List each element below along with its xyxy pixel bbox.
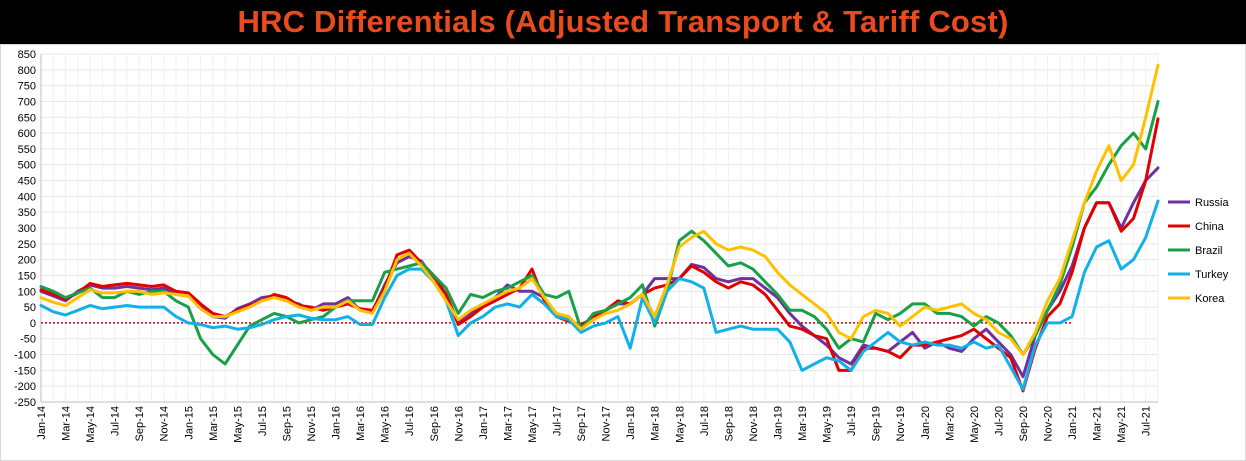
chart-frame — [0, 44, 1246, 461]
x-tick-label: May-15 — [232, 406, 244, 443]
series-line-turkey — [39, 199, 1160, 391]
x-tick-label: Sep-14 — [134, 406, 146, 441]
series-lines — [39, 63, 1160, 393]
y-tick-label: 100 — [18, 286, 36, 298]
x-tick-label: Jul-21 — [1141, 406, 1153, 436]
chart-title: HRC Differentials (Adjusted Transport & … — [237, 4, 1009, 39]
x-tick-label: Nov-17 — [601, 406, 613, 441]
x-tick-label: Jan-16 — [331, 406, 343, 440]
series-line-brazil — [39, 100, 1160, 366]
y-tick-label: -250 — [14, 397, 36, 409]
x-tick-label: Jan-21 — [1067, 406, 1079, 440]
x-tick-label: Mar-18 — [650, 406, 662, 441]
y-tick-label: 650 — [18, 112, 36, 124]
x-tick-label: Mar-15 — [208, 406, 220, 441]
x-tick-label: Nov-16 — [453, 406, 465, 441]
y-tick-label: 50 — [24, 302, 36, 314]
x-tick-label: Nov-14 — [159, 406, 171, 441]
x-tick-label: Nov-20 — [1043, 406, 1055, 441]
y-tick-label: 350 — [18, 207, 36, 219]
y-tick-label: -50 — [20, 334, 36, 346]
x-tick-label: May-14 — [85, 406, 97, 443]
x-tick-label: Mar-19 — [797, 406, 809, 441]
x-tick-label: Nov-19 — [895, 406, 907, 441]
x-tick-label: Jan-17 — [478, 406, 490, 440]
x-tick-label: Sep-16 — [429, 406, 441, 441]
y-tick-label: -200 — [14, 381, 36, 393]
x-tick-label: Mar-20 — [944, 406, 956, 441]
x-tick-label: May-20 — [969, 406, 981, 443]
x-tick-label: Jan-19 — [772, 406, 784, 440]
x-tick-label: Nov-15 — [306, 406, 318, 441]
x-tick-label: Jan-18 — [625, 406, 637, 440]
legend-label-brazil: Brazil — [1195, 245, 1223, 257]
y-tick-label: 0 — [30, 318, 36, 330]
x-tick-label: May-18 — [674, 406, 686, 443]
y-tick-label: 750 — [18, 81, 36, 93]
x-tick-label: Sep-17 — [576, 406, 588, 441]
legend-label-china: China — [1195, 221, 1225, 233]
chart-title-bar: HRC Differentials (Adjusted Transport & … — [0, 0, 1246, 44]
line-chart: -250 -200 -150 -100 -50 0 50 100 150 200 250 300 350… — [0, 44, 1246, 461]
x-tick-label: May-17 — [527, 406, 539, 443]
y-tick-label: 250 — [18, 239, 36, 251]
y-tick-label: -100 — [14, 350, 36, 362]
x-tick-label: Mar-16 — [355, 406, 367, 441]
axes: -250 -200 -150 -100 -50 0 50 100 150 200 250 300 350… — [14, 49, 1158, 443]
x-tick-label: May-19 — [822, 406, 834, 443]
y-tick-label: 400 — [18, 191, 36, 203]
legend-label-korea: Korea — [1195, 293, 1225, 305]
y-tick-label: 150 — [18, 270, 36, 282]
x-tick-label: Jan-20 — [920, 406, 932, 440]
y-tick-label: 700 — [18, 96, 36, 108]
x-tick-label: Mar-21 — [1092, 406, 1104, 441]
x-tick-label: Mar-14 — [61, 406, 73, 441]
y-tick-label: 800 — [18, 65, 36, 77]
y-tick-label: 600 — [18, 128, 36, 140]
y-tick-label: 450 — [18, 176, 36, 188]
x-tick-label: Mar-17 — [502, 406, 514, 441]
y-tick-label: 550 — [18, 144, 36, 156]
legend-label-turkey: Turkey — [1195, 269, 1229, 281]
x-tick-label: Jul-19 — [846, 406, 858, 436]
y-tick-label: 850 — [18, 49, 36, 61]
y-tick-label: -150 — [14, 365, 36, 377]
legend-label-russia: Russia — [1195, 197, 1230, 209]
x-tick-label: Nov-18 — [748, 406, 760, 441]
legend: Russia China Brazil Turkey Korea — [1168, 197, 1230, 305]
y-tick-label: 300 — [18, 223, 36, 235]
x-tick-label: Jan-14 — [36, 406, 48, 440]
y-tick-label: 200 — [18, 255, 36, 267]
x-tick-label: Jul-17 — [552, 406, 564, 436]
x-tick-label: Sep-15 — [281, 406, 293, 441]
x-tick-label: May-21 — [1116, 406, 1128, 443]
y-tick-label: 500 — [18, 160, 36, 172]
x-tick-label: Jul-14 — [110, 406, 122, 436]
series-line-korea — [39, 63, 1160, 356]
x-tick-label: Jul-16 — [404, 406, 416, 436]
x-tick-label: Jan-15 — [183, 406, 195, 440]
x-tick-label: May-16 — [380, 406, 392, 443]
x-tick-label: Jul-20 — [993, 406, 1005, 436]
x-tick-label: Sep-20 — [1018, 406, 1030, 441]
x-tick-label: Sep-19 — [871, 406, 883, 441]
x-tick-label: Jul-18 — [699, 406, 711, 436]
x-tick-label: Jul-15 — [257, 406, 269, 436]
x-tick-label: Sep-18 — [723, 406, 735, 441]
